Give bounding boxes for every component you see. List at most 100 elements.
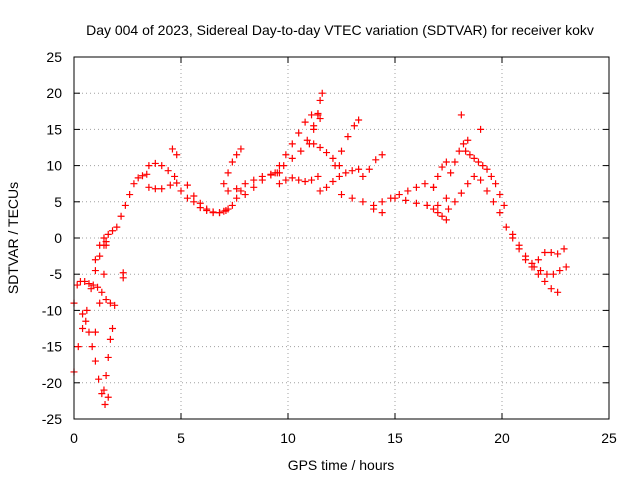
data-point [489, 198, 497, 206]
data-point [282, 151, 290, 159]
series-arc-l [220, 145, 245, 188]
y-tick-label: -20 [42, 375, 62, 391]
series-arc-i [145, 179, 181, 193]
series-arc-z [423, 201, 450, 224]
x-tick-label: 0 [70, 430, 78, 446]
data-point [79, 325, 87, 332]
data-point [288, 140, 296, 148]
y-tick-label: 25 [46, 49, 62, 65]
data-point [143, 170, 151, 178]
data-point [547, 248, 555, 256]
data-point [100, 234, 108, 242]
data-point [79, 310, 87, 318]
data-point [94, 283, 102, 291]
data-point [372, 156, 380, 164]
data-point [442, 158, 450, 166]
data-point [502, 223, 510, 231]
data-point [96, 299, 104, 307]
data-point [355, 165, 363, 173]
data-point [541, 248, 549, 256]
data-point [522, 252, 530, 260]
data-point [288, 174, 296, 182]
data-point [173, 179, 181, 187]
data-point [562, 263, 570, 271]
data-point [500, 201, 508, 209]
data-point [323, 149, 331, 157]
data-point [412, 183, 420, 191]
data-point [119, 274, 127, 282]
data-point [267, 171, 275, 179]
data-point [100, 386, 108, 394]
data-point [355, 116, 363, 124]
data-point [100, 270, 108, 278]
data-point [101, 401, 109, 409]
series-iso-g [119, 145, 181, 282]
data-point [391, 194, 399, 202]
data-point [177, 187, 185, 195]
data-point [130, 180, 138, 188]
series-arc-ab [445, 172, 478, 213]
data-point [258, 176, 266, 184]
data-point [85, 328, 93, 336]
series-arc-c [79, 310, 112, 409]
data-point [474, 158, 482, 166]
data-point [145, 162, 153, 170]
data-point [348, 167, 356, 175]
data-point [74, 343, 82, 351]
data-point [316, 144, 324, 151]
data-point [438, 212, 446, 220]
data-point [224, 169, 232, 177]
data-point [275, 162, 283, 170]
series-arc-p [275, 109, 322, 170]
series-arc-t [316, 165, 363, 195]
data-point [459, 140, 467, 148]
data-point [329, 154, 337, 162]
data-point [209, 208, 217, 216]
data-point [457, 111, 465, 119]
data-point [301, 118, 309, 126]
data-point [158, 162, 166, 170]
data-point [203, 205, 211, 213]
data-point [96, 252, 104, 260]
series-iso-ah [457, 111, 485, 133]
y-tick-label: 20 [46, 85, 62, 101]
data-point [308, 111, 316, 119]
data-point [316, 187, 324, 195]
data-point [316, 115, 324, 123]
series-arc-r [305, 89, 326, 148]
y-tick-label: -15 [42, 339, 62, 355]
data-point [109, 325, 117, 332]
data-point [102, 296, 110, 304]
data-point [421, 180, 429, 188]
data-point [466, 151, 474, 159]
data-point [250, 176, 258, 184]
data-point [335, 172, 343, 180]
data-point [151, 185, 159, 193]
data-point [318, 89, 326, 97]
series-arc-ad [462, 147, 508, 209]
data-point [216, 209, 224, 217]
data-point [430, 205, 438, 213]
data-point [365, 165, 373, 173]
data-point [233, 151, 241, 159]
data-point [250, 183, 258, 191]
data-point [528, 259, 536, 267]
series-arc-aa [430, 158, 450, 191]
data-point [344, 133, 352, 141]
series-arc-a [70, 238, 110, 376]
data-point [91, 267, 99, 275]
data-point [109, 227, 117, 235]
data-point [308, 176, 316, 184]
series-arc-w [359, 151, 386, 180]
data-point [81, 277, 89, 285]
data-point [295, 129, 303, 137]
data-point [359, 198, 367, 206]
data-point [338, 147, 345, 155]
data-point [228, 201, 236, 209]
data-point [412, 199, 420, 207]
series-arc-v [338, 191, 386, 217]
data-point [224, 187, 232, 195]
data-point [134, 174, 142, 182]
data-point [560, 245, 568, 253]
